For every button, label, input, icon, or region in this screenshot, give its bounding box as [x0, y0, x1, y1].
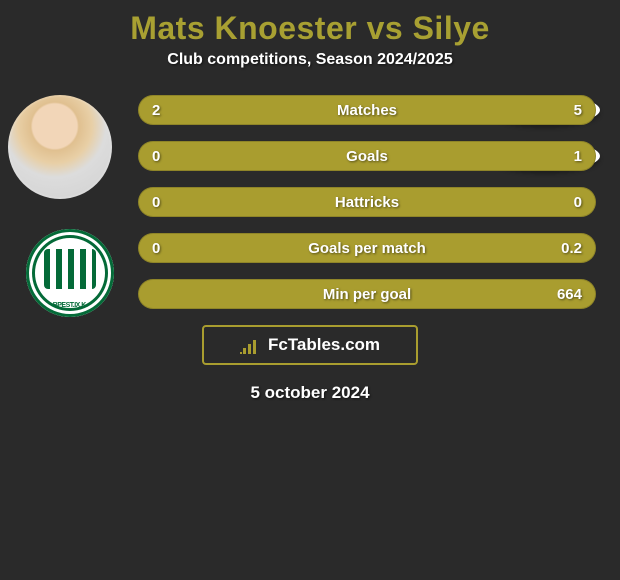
- stat-label: Hattricks: [335, 194, 399, 211]
- stat-bars: 2 Matches 5 0 Goals 1 0 Hattricks 0 0 Go…: [138, 95, 596, 309]
- stat-right-value: 5: [574, 95, 582, 125]
- stat-left-value: 0: [152, 187, 160, 217]
- stat-right-value: 0: [574, 187, 582, 217]
- stat-row-matches: 2 Matches 5: [138, 95, 596, 125]
- player1-club-badge: BPEST.IX.K.: [26, 229, 114, 317]
- stat-label: Goals: [346, 148, 388, 165]
- stat-label: Matches: [337, 102, 397, 119]
- page-subtitle: Club competitions, Season 2024/2025: [0, 51, 620, 69]
- page-title: Mats Knoester vs Silye: [0, 10, 620, 47]
- stat-left-value: 0: [152, 233, 160, 263]
- stat-row-hattricks: 0 Hattricks 0: [138, 187, 596, 217]
- stat-right-value: 0.2: [561, 233, 582, 263]
- bar-chart-icon: [240, 336, 262, 354]
- club-badge-stripes-icon: [44, 249, 96, 289]
- brand-logo[interactable]: FcTables.com: [202, 325, 418, 365]
- content-area: BPEST.IX.K. 2 Matches 5 0 Goals 1 0 Hatt…: [0, 95, 620, 403]
- stat-label: Goals per match: [308, 240, 426, 257]
- footer-date: 5 october 2024: [0, 383, 620, 403]
- stat-row-goals-per-match: 0 Goals per match 0.2: [138, 233, 596, 263]
- club-badge-text: BPEST.IX.K.: [26, 302, 114, 309]
- stat-label: Min per goal: [323, 286, 411, 303]
- comparison-infographic: Mats Knoester vs Silye Club competitions…: [0, 0, 620, 580]
- stat-row-min-per-goal: Min per goal 664: [138, 279, 596, 309]
- brand-text: FcTables.com: [268, 335, 380, 355]
- stat-right-value: 664: [557, 279, 582, 309]
- stat-right-value: 1: [574, 141, 582, 171]
- stat-left-value: 0: [152, 141, 160, 171]
- stat-left-value: 2: [152, 95, 160, 125]
- stat-row-goals: 0 Goals 1: [138, 141, 596, 171]
- player1-avatar: [8, 95, 112, 199]
